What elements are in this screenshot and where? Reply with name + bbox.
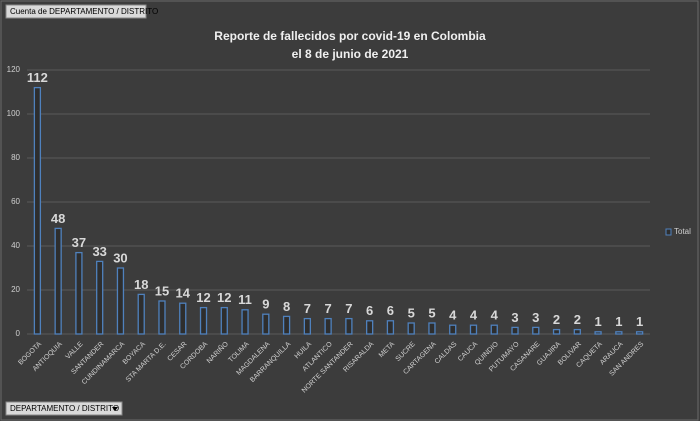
value-label: 12 xyxy=(217,290,231,305)
bar xyxy=(573,328,581,335)
value-label: 7 xyxy=(304,301,311,316)
value-label: 7 xyxy=(324,301,331,316)
value-label: 2 xyxy=(574,312,581,327)
value-label: 9 xyxy=(262,297,269,312)
bar xyxy=(449,324,457,335)
value-label: 112 xyxy=(27,70,48,85)
bar xyxy=(365,320,374,335)
bar xyxy=(199,306,208,335)
chart-subtitle: el 8 de junio de 2021 xyxy=(292,47,409,61)
bar xyxy=(54,227,62,335)
value-label: 2 xyxy=(553,312,560,327)
bar xyxy=(552,328,561,335)
bar xyxy=(158,300,166,335)
value-label: 48 xyxy=(51,211,65,226)
field-button-box[interactable] xyxy=(5,4,147,19)
bar xyxy=(469,324,478,335)
bar xyxy=(282,315,291,335)
bar xyxy=(179,302,187,335)
bar xyxy=(75,251,83,335)
value-label: 18 xyxy=(134,277,148,292)
value-label: 33 xyxy=(92,244,106,259)
filter-button[interactable]: DEPARTAMENTO / DISTRITO xyxy=(10,404,119,413)
y-tick-label: 60 xyxy=(11,197,20,206)
value-label: 1 xyxy=(594,314,601,329)
bar xyxy=(386,320,395,335)
bar xyxy=(96,260,104,335)
value-label: 5 xyxy=(428,305,435,320)
value-label: 7 xyxy=(345,301,352,316)
chart-title: Reporte de fallecidos por covid-19 en Co… xyxy=(214,29,486,43)
bar xyxy=(262,313,270,335)
value-label: 14 xyxy=(176,286,191,301)
field-button[interactable]: Cuenta de DEPARTAMENTO / DISTRITO xyxy=(10,7,158,16)
bar xyxy=(116,267,125,335)
bar xyxy=(33,86,42,335)
value-label: 4 xyxy=(491,308,499,323)
bar xyxy=(324,317,332,335)
legend-label: Total xyxy=(674,227,691,236)
y-tick-label: 0 xyxy=(16,329,21,338)
y-tick-label: 20 xyxy=(11,285,20,294)
bar xyxy=(345,317,353,335)
bar xyxy=(615,331,623,335)
bar xyxy=(220,306,228,335)
value-label: 37 xyxy=(72,235,86,250)
value-label: 4 xyxy=(449,308,457,323)
filter-button-box[interactable] xyxy=(5,401,123,416)
bar xyxy=(137,293,145,335)
value-label: 5 xyxy=(408,305,415,320)
value-label: 6 xyxy=(366,303,373,318)
bar xyxy=(407,322,415,335)
y-tick-label: 120 xyxy=(7,65,21,74)
y-tick-label: 100 xyxy=(7,109,21,118)
legend-swatch xyxy=(665,228,672,236)
value-label: 1 xyxy=(636,314,643,329)
bar xyxy=(303,317,312,335)
value-label: 3 xyxy=(511,310,518,325)
y-tick-label: 80 xyxy=(11,153,20,162)
dropdown-arrow[interactable] xyxy=(112,407,118,411)
bar xyxy=(428,322,436,335)
bar xyxy=(635,331,644,335)
bar xyxy=(511,326,519,335)
bar xyxy=(594,331,602,335)
value-label: 8 xyxy=(283,299,290,314)
y-tick-label: 40 xyxy=(11,241,20,250)
value-label: 1 xyxy=(615,314,622,329)
bar xyxy=(241,309,249,335)
value-label: 15 xyxy=(155,283,169,298)
value-label: 12 xyxy=(196,290,210,305)
bar xyxy=(532,326,540,335)
value-label: 6 xyxy=(387,303,394,318)
value-label: 30 xyxy=(113,250,127,265)
bar xyxy=(490,324,498,335)
value-label: 11 xyxy=(238,292,252,307)
value-label: 3 xyxy=(532,310,539,325)
value-label: 4 xyxy=(470,308,478,323)
